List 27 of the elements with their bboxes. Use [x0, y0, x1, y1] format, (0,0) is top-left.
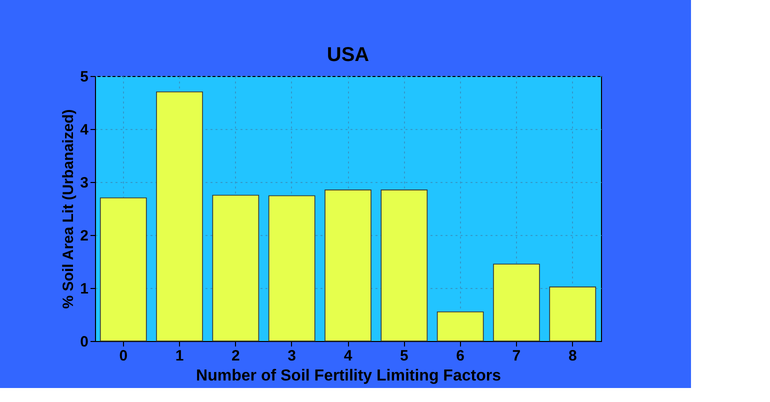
x-tick-label: 7: [512, 348, 521, 364]
y-tick-label: 5: [80, 68, 88, 86]
x-tick-label: 4: [344, 348, 353, 364]
y-tick-label: 3: [80, 174, 88, 192]
bar: [268, 195, 316, 342]
bar: [380, 190, 428, 342]
y-axis-title: % Soil Area Lit (Urbanaized): [60, 109, 78, 309]
x-tick-label: 0: [119, 348, 128, 364]
bar: [324, 190, 372, 342]
x-tick-label: 8: [568, 348, 577, 364]
x-tick-label: 1: [175, 348, 184, 364]
x-tick-label: 5: [400, 348, 408, 364]
y-tick-label: 4: [80, 122, 90, 138]
bar: [156, 92, 203, 342]
x-tick-label: 3: [288, 348, 296, 364]
y-tick-label: 0: [80, 334, 88, 350]
bar: [436, 311, 484, 342]
x-axis-title: Number of Soil Fertility Limiting Factors: [196, 368, 502, 384]
bar: [100, 198, 147, 342]
bar: [549, 286, 596, 342]
chart-title: USA: [326, 44, 370, 66]
bar: [493, 264, 540, 342]
x-tick-label: 6: [456, 348, 464, 364]
y-tick-label: 1: [80, 280, 88, 298]
y-tick-label: 2: [80, 228, 88, 244]
x-tick-label: 2: [232, 348, 240, 364]
bar: [212, 194, 260, 342]
